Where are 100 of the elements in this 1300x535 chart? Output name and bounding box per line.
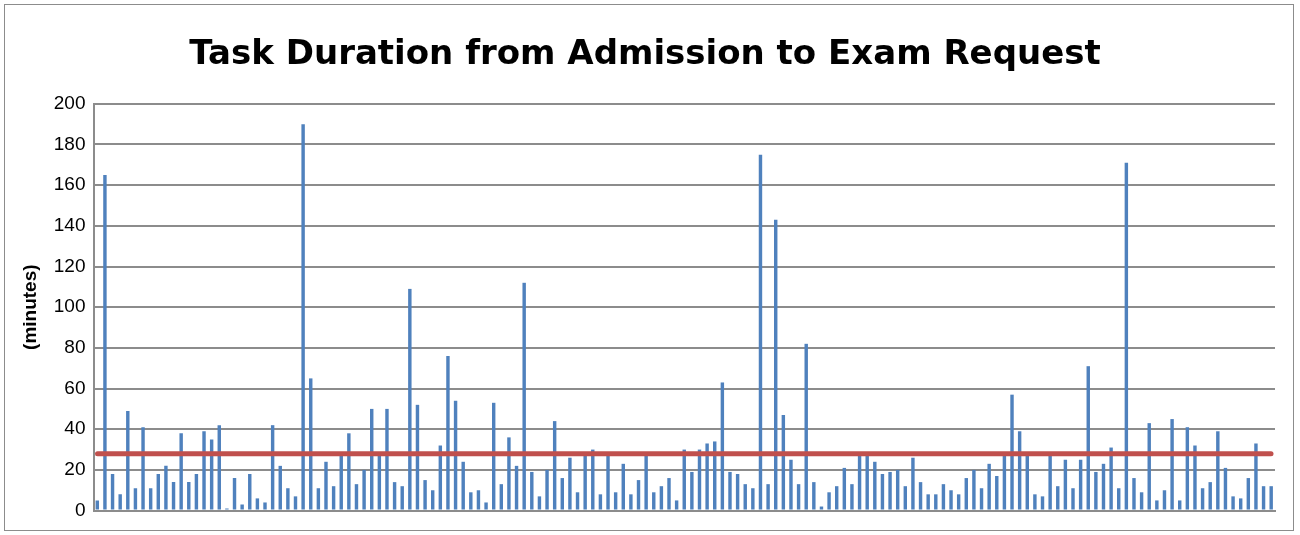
bar [956,494,961,510]
bar [834,486,839,510]
bar [103,174,107,510]
bar [659,486,664,510]
y-tick-label: 80 [64,336,86,358]
bar [1162,490,1167,510]
bar [705,443,709,510]
y-tick-label: 60 [64,376,86,398]
bar [812,482,816,510]
bar [301,124,305,510]
bar [1231,496,1235,510]
bar [347,433,351,510]
bar [667,478,671,510]
bar [1155,500,1159,510]
bar [804,343,808,510]
bar [1139,492,1144,510]
bar [766,484,770,510]
bar [911,457,915,510]
bar [316,488,321,510]
bar [1010,394,1014,510]
y-tick-label: 200 [53,92,86,114]
bar [972,469,976,510]
bar [164,465,168,510]
bar [1178,500,1182,510]
bar [1094,471,1098,510]
bar [1056,486,1060,510]
bar [430,490,435,510]
bar [400,486,404,510]
bar [95,500,100,510]
bar [263,502,267,510]
bar [461,461,465,510]
bar [408,288,412,510]
bar [583,455,587,510]
bar [1208,482,1212,510]
bar [629,494,633,510]
bar [873,461,877,510]
bar [903,486,908,510]
bar [1109,447,1113,510]
bar [1040,496,1045,510]
bar [1170,419,1174,510]
bar [331,486,336,510]
bar [1200,488,1205,510]
bar [1261,486,1266,510]
bar [1048,455,1052,510]
bar [255,498,260,510]
bar [141,427,145,510]
bar [644,455,648,510]
bar [789,459,793,510]
y-tick-label: 180 [53,132,86,154]
y-axis-title: (minutes) [18,264,40,350]
bar [743,484,747,510]
bar [568,457,572,510]
y-tick-label: 140 [53,214,86,236]
bar [118,494,122,510]
bar [865,455,869,510]
bar [507,437,511,510]
bar [1033,494,1037,510]
bar [545,469,549,510]
y-tick-label: 120 [53,254,86,276]
bar [674,500,679,510]
bar [1216,431,1220,510]
bar [606,455,610,510]
y-tick-label: 100 [53,295,86,317]
bar [476,490,481,510]
bar [362,469,366,510]
bar [202,431,206,510]
y-tick-label: 40 [64,417,86,439]
bar [796,484,801,510]
bar [751,488,755,510]
chart-title: Task Duration from Admission to Exam Request [189,32,1101,73]
bar [286,488,290,510]
bar [1117,488,1121,510]
bar [522,282,526,510]
y-tick-label: 0 [74,498,86,520]
bar [728,471,732,510]
bar [979,488,984,510]
bar [1193,445,1197,510]
y-tick-label: 20 [64,458,86,480]
bar [354,484,359,510]
bar [850,484,854,510]
bar [1238,498,1243,510]
bar [446,356,450,510]
bar [484,502,488,510]
bar [1269,486,1273,510]
bar [499,484,504,510]
bar [293,496,298,510]
bar [1132,478,1136,510]
bar [1071,488,1075,510]
bar [652,492,656,510]
bar [133,488,138,510]
bar [423,480,427,510]
bar [690,471,694,510]
bar [179,433,183,510]
bar [941,484,946,510]
bar [537,496,542,510]
bar [530,471,534,510]
bar [934,494,938,510]
bar [126,410,130,510]
bar [888,471,892,510]
y-tick-label: 160 [53,173,86,195]
